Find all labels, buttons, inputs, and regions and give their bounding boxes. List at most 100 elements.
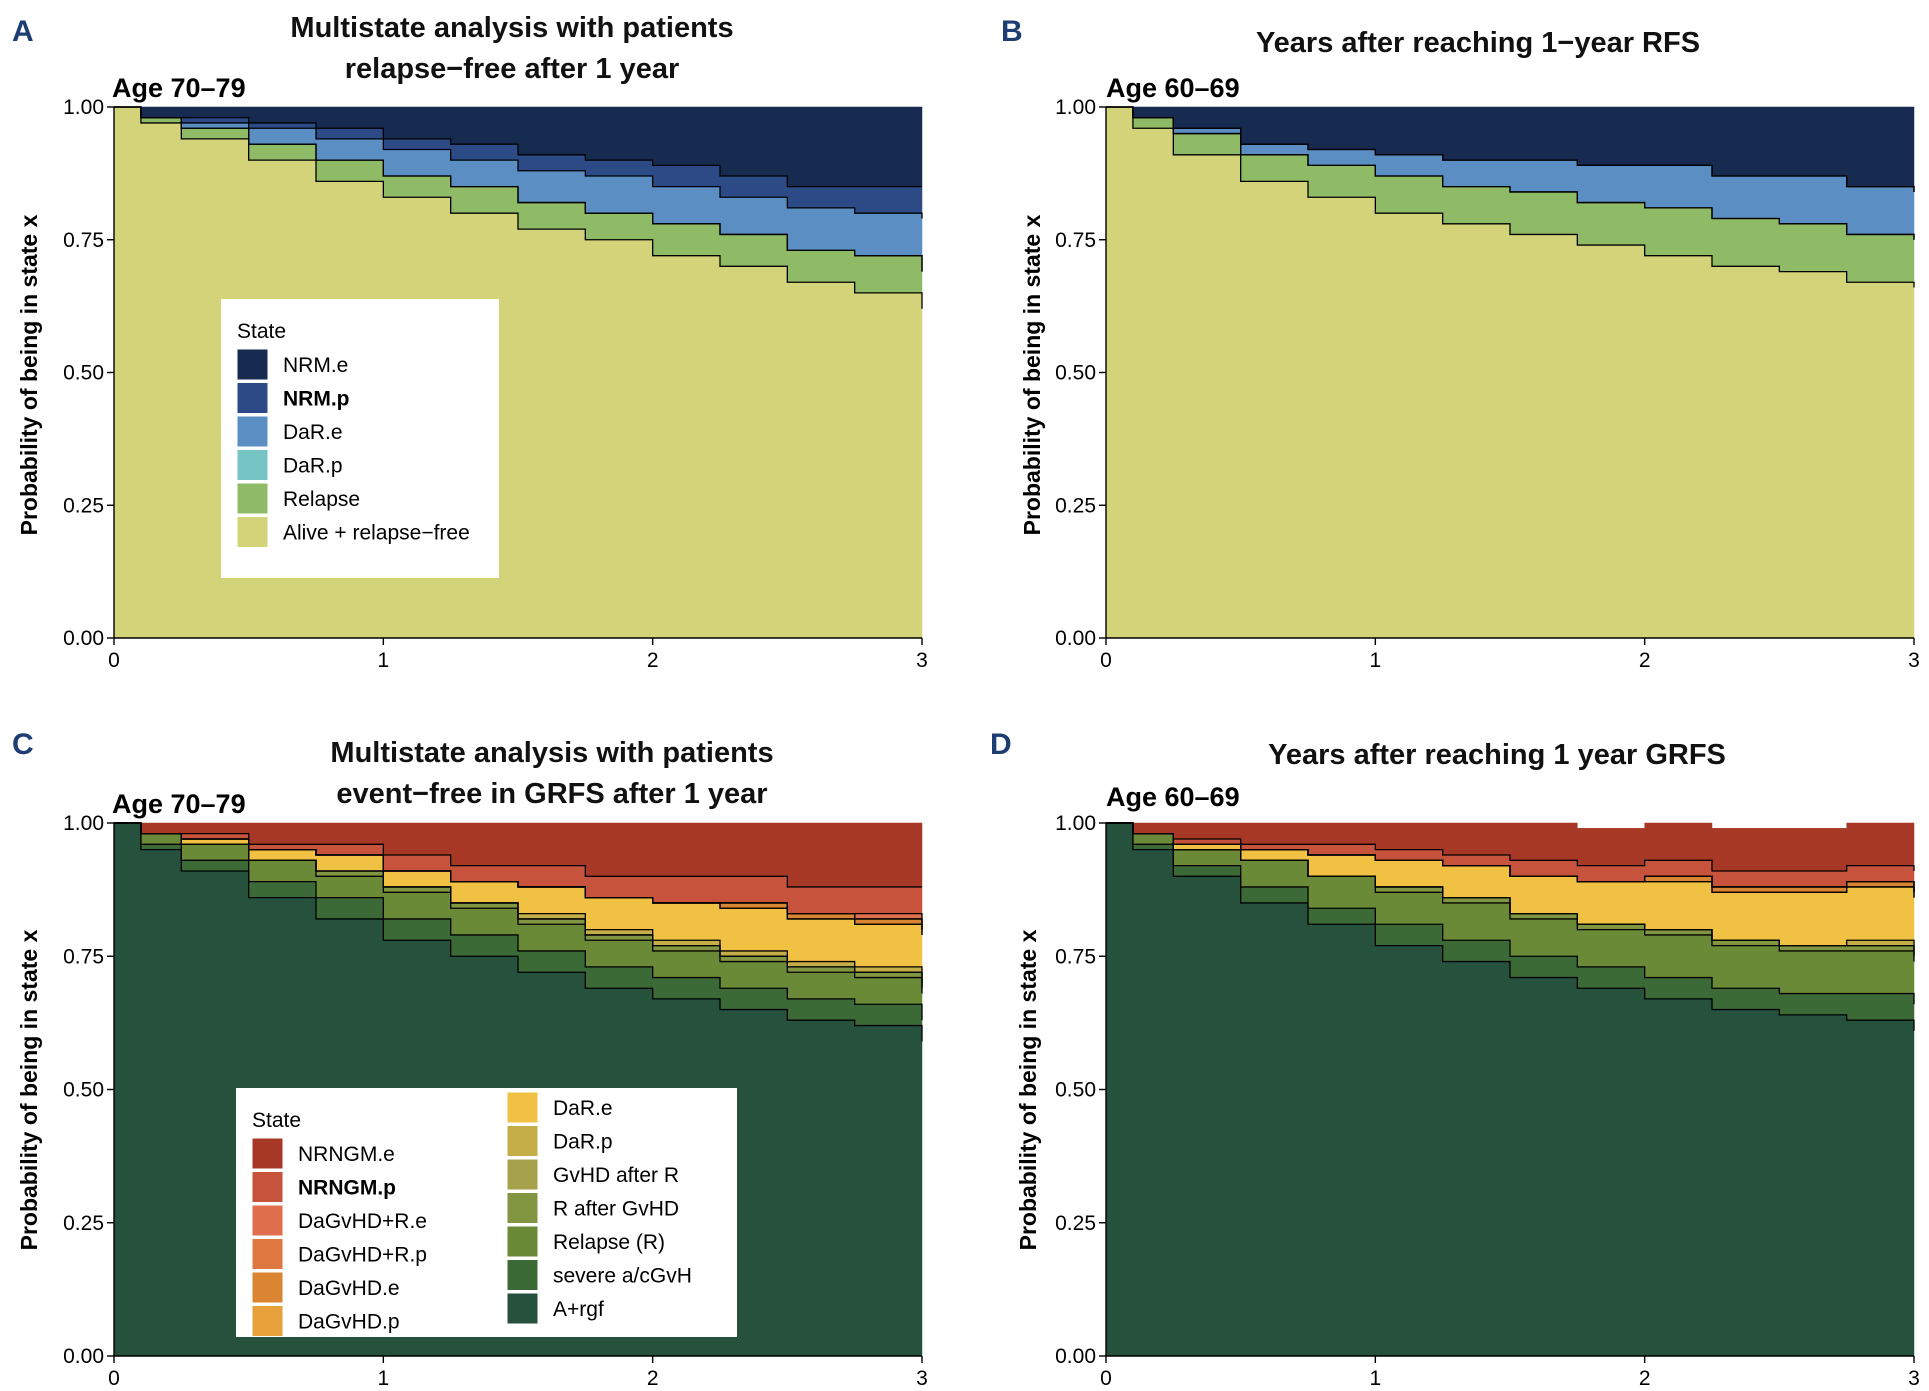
panel-b-x-tick-label: 0 (1100, 649, 1112, 672)
panel-d-axes: 0.00 0.25 0.50 0.75 1.00 0 1 2 3 (1055, 812, 1920, 1390)
panel-a-x-tick-label: 2 (647, 649, 659, 672)
panel-c-legend-label-gvhd-after-r: GvHD after R (553, 1164, 679, 1187)
panel-c-x-tick-label: 2 (647, 1367, 659, 1390)
panel-c-legend-title: State (252, 1109, 301, 1132)
panel-a-legend-title: State (237, 320, 286, 343)
panel-c-boundary-severe-a-cgvh (114, 822, 923, 1021)
panel-c-legend-label-dar-e: DaR.e (553, 1097, 613, 1120)
panel-d-boundary-severe-a-cgvh (1106, 822, 1915, 1005)
panel-c-legend-swatch-severe-a-cgvh (506, 1259, 539, 1291)
panel-c-age-label: Age 70–79 (112, 789, 246, 819)
panel-c-x-tick-label: 1 (377, 1367, 389, 1390)
panel-c-legend-box (236, 1088, 737, 1337)
panel-d-boundary-dagvhd-r-e (1106, 822, 1915, 893)
panel-a-boundary-dar-e (114, 106, 923, 219)
panel-a-y-tick-label: 0.75 (63, 229, 104, 252)
panel-d-boundary-nrngm-p (1106, 822, 1915, 872)
panel-c-boundary-a-rgf (114, 822, 923, 1042)
panel-c-legend-swatch-nrngm-p (251, 1171, 284, 1203)
panel-c-legend-label-severe-a-cgvh: severe a/cGvH (553, 1265, 692, 1288)
panel-d-y-tick-label: 0.00 (1055, 1345, 1096, 1368)
panel-a-y-axis-title: Probability of being in state x (16, 214, 42, 535)
panel-b-boundary-dar-p (1106, 106, 1915, 240)
panel-b-title: Years after reaching 1−year RFS (1256, 27, 1700, 59)
panel-a-age-label: Age 70–79 (112, 73, 246, 103)
panel-a-legend-swatch-dar-p (236, 449, 269, 481)
panel-d-x-tick-label: 1 (1369, 1367, 1381, 1390)
panel-d-y-axis-title: Probability of being in state x (1015, 929, 1041, 1250)
panel-b-y-tick-label: 1.00 (1055, 96, 1096, 119)
panel-c-legend-swatch-dagvhd-e (251, 1271, 284, 1304)
panel-d-boundary-a-rgf (1106, 822, 1915, 1031)
panel-a-x-tick-label: 0 (108, 649, 120, 672)
panel-b-y-tick-label: 0.25 (1055, 494, 1096, 517)
panel-d-x-tick-label: 2 (1639, 1367, 1651, 1390)
panel-c-x-tick-label: 3 (916, 1367, 928, 1390)
panel-c-legend-label-nrngm-p: NRNGM.p (298, 1177, 396, 1200)
panel-c-axes: 0.00 0.25 0.50 0.75 1.00 0 1 2 3 (63, 812, 928, 1390)
panel-letter-d: D (990, 728, 1012, 761)
panel-a-legend-label-nrm-e: NRM.e (283, 354, 348, 377)
panel-c-legend-label-relapse-r: Relapse (R) (553, 1231, 665, 1254)
panel-c-y-tick-label: 0.00 (63, 1345, 104, 1368)
panel-d-x-tick-label: 3 (1908, 1367, 1920, 1390)
panel-c-y-axis-title: Probability of being in state x (16, 929, 42, 1250)
panel-a-legend-label-relapse: Relapse (283, 488, 360, 511)
panel-b-boundary-alive-relapse-free (1106, 106, 1915, 288)
panel-a-y-tick-label: 0.50 (63, 362, 104, 385)
panel-b-age-label: Age 60–69 (1106, 73, 1240, 103)
panel-c-legend-label-dagvhd-e: DaGvHD.e (298, 1277, 400, 1300)
panel-a-legend: State NRM.e NRM.p DaR.e DaR.p Relapse Alive + … (221, 299, 499, 578)
panel-b-x-tick-label: 1 (1369, 649, 1381, 672)
panel-b-boundary-nrm-p (1106, 106, 1915, 192)
panel-letter-c: C (12, 728, 34, 761)
panel-b-y-tick-label: 0.75 (1055, 229, 1096, 252)
panel-c-y-tick-label: 0.75 (63, 945, 104, 968)
panel-c-legend-label-dagvhd-r-p: DaGvHD+R.p (298, 1244, 427, 1267)
panel-c-boundary-dar-p (114, 822, 923, 983)
panel-b-y-axis-title: Probability of being in state x (1019, 214, 1045, 535)
panel-c-title-line-1: Multistate analysis with patients (330, 737, 773, 769)
panel-c-legend-swatch-dar-e (506, 1091, 539, 1124)
panel-letter-a: A (12, 15, 34, 48)
panel-d-boundary-dar-p (1106, 822, 1915, 951)
panel-b-plot-area (1105, 106, 1915, 639)
panel-c-legend-label-nrngm-e: NRNGM.e (298, 1143, 395, 1166)
panel-c-legend-swatch-relapse-r (506, 1225, 539, 1258)
panel-a-legend-swatch-nrm-p (236, 382, 269, 414)
panel-c-legend-label-dagvhd-r-e: DaGvHD+R.e (298, 1210, 427, 1233)
panel-c-y-tick-label: 1.00 (63, 812, 104, 835)
panel-a-legend-swatch-dar-e (236, 415, 269, 448)
panel-a-legend-label-nrm-p: NRM.p (283, 388, 350, 411)
panel-a-x-tick-label: 3 (916, 649, 928, 672)
panel-a-title-line-1: Multistate analysis with patients (290, 12, 733, 44)
panel-a-legend-label-alive-relapse-free: Alive + relapse−free (283, 522, 470, 545)
panel-b-y-tick-label: 0.50 (1055, 362, 1096, 385)
panel-c-legend-swatch-a-rgf (506, 1292, 539, 1325)
panel-c-boundary-dagvhd-r-e (114, 822, 923, 925)
panel-c-boundary-nrngm-p (114, 822, 922, 888)
panel-d-y-tick-label: 0.25 (1055, 1212, 1096, 1235)
panel-a-axes: 0.00 0.25 0.50 0.75 1.00 0 1 2 3 (63, 96, 928, 672)
panel-c-y-tick-label: 0.25 (63, 1212, 104, 1235)
panel-c-legend-label-dagvhd-p: DaGvHD.p (298, 1311, 400, 1334)
panel-c-legend-swatch-gvhd-after-r (506, 1158, 539, 1191)
panel-a-boundary-nrm-p (114, 106, 922, 188)
panel-c-legend-swatch-dar-p (506, 1125, 539, 1157)
panel-b: B Years after reaching 1−year RFS Age 60… (1001, 15, 1920, 672)
panel-a-x-tick-label: 1 (377, 649, 389, 672)
panel-d-title: Years after reaching 1 year GRFS (1268, 739, 1726, 771)
panel-c-legend-label-dar-p: DaR.p (553, 1131, 613, 1154)
panel-d-y-tick-label: 0.50 (1055, 1079, 1096, 1102)
panel-c-legend-label-r-after-gvhd: R after GvHD (553, 1198, 679, 1221)
panel-c-y-tick-label: 0.50 (63, 1079, 104, 1102)
panel-a-legend-swatch-alive-relapse-free (236, 516, 269, 548)
panel-a-title-line-2: relapse−free after 1 year (345, 53, 680, 85)
panel-d: D Years after reaching 1 year GRFS Age 6… (990, 728, 1920, 1390)
panel-c-legend-label-a-rgf: A+rgf (553, 1298, 604, 1321)
panel-b-x-tick-label: 3 (1908, 649, 1920, 672)
panel-a-y-tick-label: 1.00 (63, 96, 104, 119)
panel-c-legend-swatch-nrngm-e (251, 1137, 284, 1170)
panel-c-title-line-2: event−free in GRFS after 1 year (336, 778, 767, 810)
